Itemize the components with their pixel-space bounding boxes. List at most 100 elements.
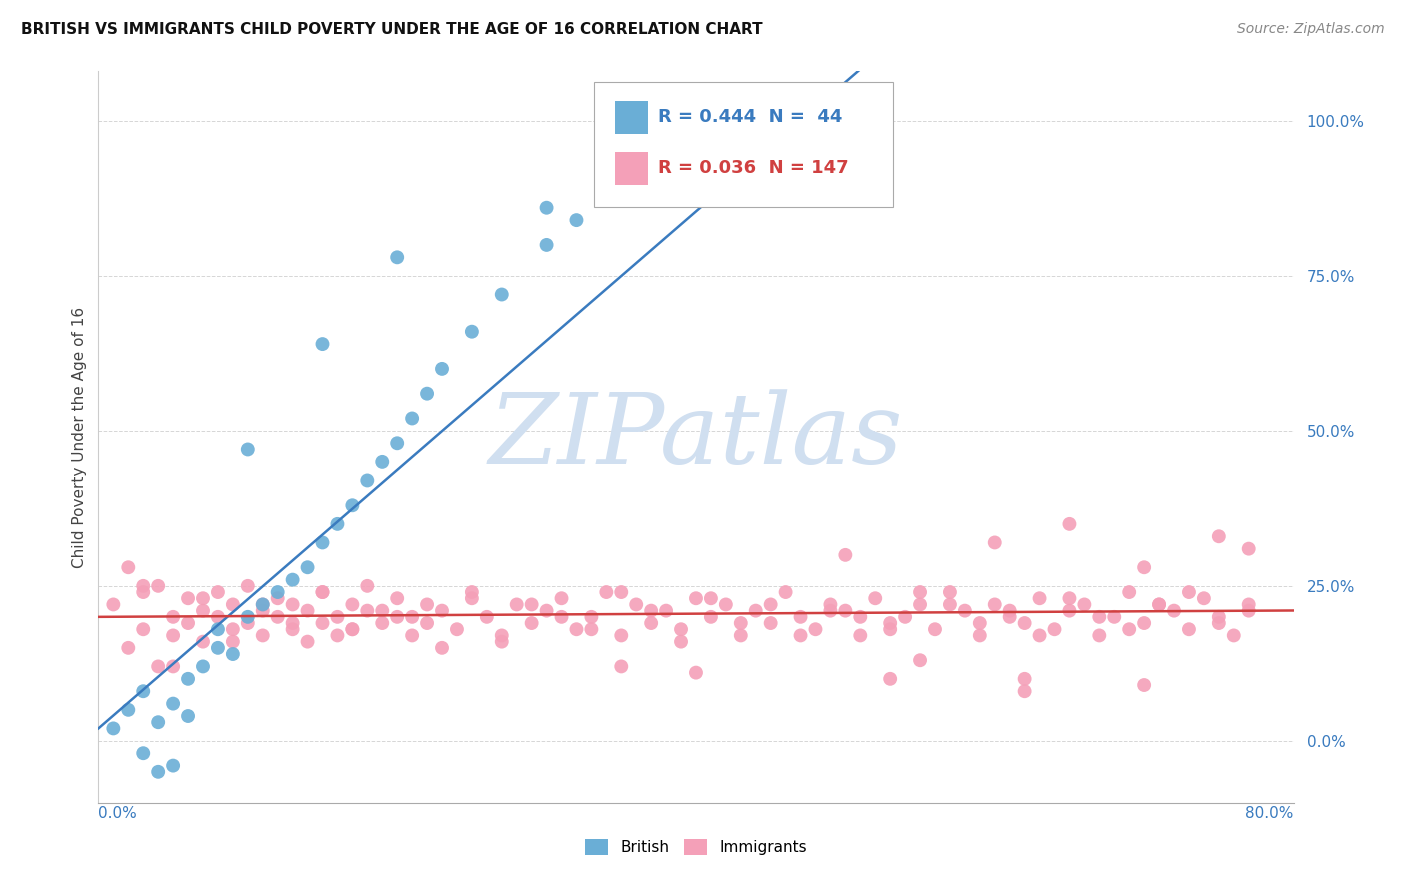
Point xyxy=(297,604,319,618)
Point xyxy=(849,628,872,642)
Point xyxy=(236,579,259,593)
Point xyxy=(371,604,394,618)
Point xyxy=(162,758,184,772)
Point xyxy=(610,585,633,599)
Point xyxy=(356,604,378,618)
Point xyxy=(297,634,319,648)
Point xyxy=(804,622,827,636)
Point xyxy=(281,615,304,630)
Text: 80.0%: 80.0% xyxy=(1246,805,1294,821)
Point xyxy=(714,126,737,140)
Text: ZIPatlas: ZIPatlas xyxy=(489,390,903,484)
Point xyxy=(610,176,633,190)
Point xyxy=(1088,628,1111,642)
Point xyxy=(430,640,453,655)
Point xyxy=(132,585,155,599)
Point xyxy=(1178,622,1201,636)
Point xyxy=(984,598,1007,612)
Point xyxy=(714,598,737,612)
Point xyxy=(385,610,409,624)
Point xyxy=(267,610,290,624)
Point xyxy=(311,337,333,351)
Point xyxy=(191,604,214,618)
Point xyxy=(820,604,842,618)
Text: 0.0%: 0.0% xyxy=(98,805,138,821)
Point xyxy=(267,585,290,599)
Point xyxy=(356,474,378,488)
Point xyxy=(1133,678,1156,692)
Point xyxy=(1208,615,1230,630)
Point xyxy=(1208,529,1230,543)
Point xyxy=(1133,560,1156,574)
Point xyxy=(236,442,259,457)
Point xyxy=(371,615,394,630)
Point xyxy=(775,585,797,599)
Point xyxy=(550,610,572,624)
Point xyxy=(385,250,409,264)
Point xyxy=(342,498,364,512)
Point xyxy=(1118,622,1140,636)
Point xyxy=(565,213,588,227)
Point xyxy=(998,604,1021,618)
Point xyxy=(1059,591,1081,606)
Point xyxy=(939,598,962,612)
Point xyxy=(834,548,856,562)
Point xyxy=(252,604,274,618)
Point xyxy=(730,615,752,630)
Point xyxy=(311,585,333,599)
Point xyxy=(1192,591,1215,606)
Point xyxy=(759,114,782,128)
Point xyxy=(281,598,304,612)
Point xyxy=(117,703,139,717)
Point xyxy=(222,598,245,612)
Point xyxy=(685,665,707,680)
Point xyxy=(1133,615,1156,630)
Point xyxy=(865,591,887,606)
Point xyxy=(491,287,513,301)
Point xyxy=(491,634,513,648)
Point xyxy=(162,610,184,624)
Point xyxy=(984,535,1007,549)
Point xyxy=(655,604,678,618)
Point xyxy=(132,684,155,698)
Point xyxy=(908,653,931,667)
Point xyxy=(640,604,662,618)
Point xyxy=(148,715,170,730)
Point xyxy=(879,615,901,630)
Point xyxy=(267,591,290,606)
Point xyxy=(326,516,349,531)
Point xyxy=(401,628,423,642)
Point xyxy=(401,610,423,624)
Point xyxy=(595,585,617,599)
Point xyxy=(789,126,811,140)
Point xyxy=(506,598,529,612)
Point xyxy=(939,585,962,599)
Text: R = 0.036  N = 147: R = 0.036 N = 147 xyxy=(658,159,848,177)
Point xyxy=(924,622,946,636)
Point xyxy=(148,764,170,779)
Point xyxy=(252,628,274,642)
Point xyxy=(1223,628,1246,642)
Point xyxy=(103,722,125,736)
Point xyxy=(1104,610,1126,624)
Point xyxy=(730,628,752,642)
Point xyxy=(820,598,842,612)
Point xyxy=(789,610,811,624)
Point xyxy=(177,672,200,686)
Point xyxy=(1208,610,1230,624)
Point xyxy=(700,591,723,606)
Point xyxy=(908,585,931,599)
Point xyxy=(191,659,214,673)
Point xyxy=(1118,585,1140,599)
Point xyxy=(745,604,768,618)
Point xyxy=(132,746,155,760)
Point xyxy=(371,455,394,469)
Point xyxy=(969,628,991,642)
Point xyxy=(1237,604,1260,618)
Point xyxy=(162,697,184,711)
Point xyxy=(222,622,245,636)
Point xyxy=(281,573,304,587)
Point xyxy=(103,598,125,612)
Point xyxy=(1237,598,1260,612)
Point xyxy=(1014,684,1036,698)
